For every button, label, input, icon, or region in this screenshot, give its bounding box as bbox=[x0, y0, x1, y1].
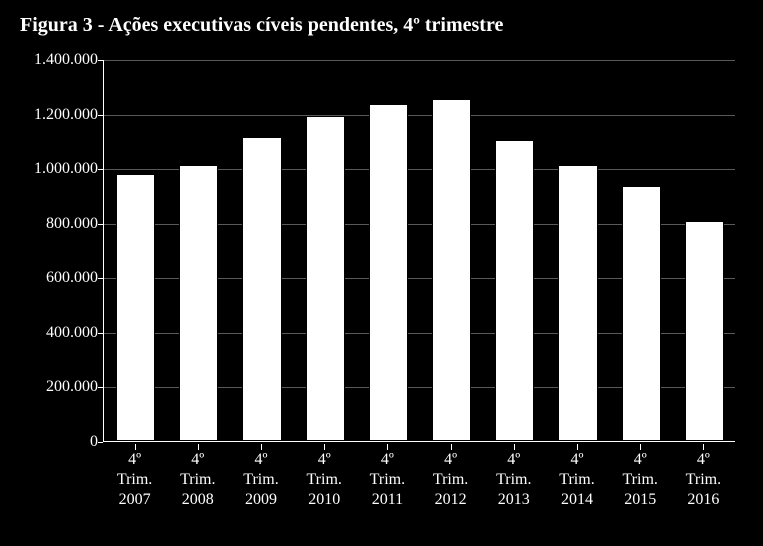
x-tick-label: 4ºTrim.2014 bbox=[545, 450, 608, 510]
bar-slot bbox=[546, 60, 609, 441]
bar-slot bbox=[483, 60, 546, 441]
y-tick-label: 0 bbox=[90, 433, 98, 451]
bar-chart: 0 200.000 400.000 600.000 800.000 1.000.000 1.… bbox=[20, 48, 743, 528]
x-tick-label: 4ºTrim.2009 bbox=[229, 450, 292, 510]
y-axis: 0200.000400.000600.000800.0001.000.0001.… bbox=[20, 60, 98, 442]
y-tick-label: 800.000 bbox=[46, 215, 98, 233]
bar-slot bbox=[357, 60, 420, 441]
bar-slot bbox=[420, 60, 483, 441]
bars-layer bbox=[104, 60, 735, 441]
bar-slot bbox=[294, 60, 357, 441]
bar bbox=[369, 104, 408, 441]
bar-slot bbox=[610, 60, 673, 441]
x-tick-label: 4ºTrim.2011 bbox=[356, 450, 419, 510]
x-axis: 4ºTrim.20074ºTrim.20084ºTrim.20094ºTrim.… bbox=[103, 444, 735, 528]
bar-slot bbox=[673, 60, 736, 441]
bar bbox=[558, 165, 597, 441]
y-tick-label: 400.000 bbox=[46, 324, 98, 342]
y-tick-label: 1.200.000 bbox=[34, 106, 98, 124]
y-tick-label: 200.000 bbox=[46, 378, 98, 396]
x-tick-label: 4ºTrim.2012 bbox=[419, 450, 482, 510]
x-tick-label: 4ºTrim.2008 bbox=[166, 450, 229, 510]
bar bbox=[432, 99, 471, 441]
plot-area bbox=[103, 60, 735, 442]
x-tick-label: 4ºTrim.2016 bbox=[672, 450, 735, 510]
bar bbox=[116, 174, 155, 441]
bar bbox=[306, 116, 345, 441]
x-tick-label: 4ºTrim.2007 bbox=[103, 450, 166, 510]
x-tick-label: 4ºTrim.2013 bbox=[482, 450, 545, 510]
bar bbox=[685, 221, 724, 441]
y-tick-label: 600.000 bbox=[46, 269, 98, 287]
y-tick-label: 1.000.000 bbox=[34, 160, 98, 178]
bar bbox=[179, 165, 218, 441]
bar bbox=[242, 137, 281, 441]
bar bbox=[622, 186, 661, 441]
x-tick-label: 4ºTrim.2015 bbox=[609, 450, 672, 510]
bar-slot bbox=[104, 60, 167, 441]
x-tick-label: 4ºTrim.2010 bbox=[293, 450, 356, 510]
chart-title: Figura 3 - Ações executivas cíveis pende… bbox=[20, 14, 503, 37]
bar-slot bbox=[230, 60, 293, 441]
y-tick-label: 1.400.000 bbox=[34, 51, 98, 69]
bar bbox=[495, 140, 534, 442]
bar-slot bbox=[167, 60, 230, 441]
